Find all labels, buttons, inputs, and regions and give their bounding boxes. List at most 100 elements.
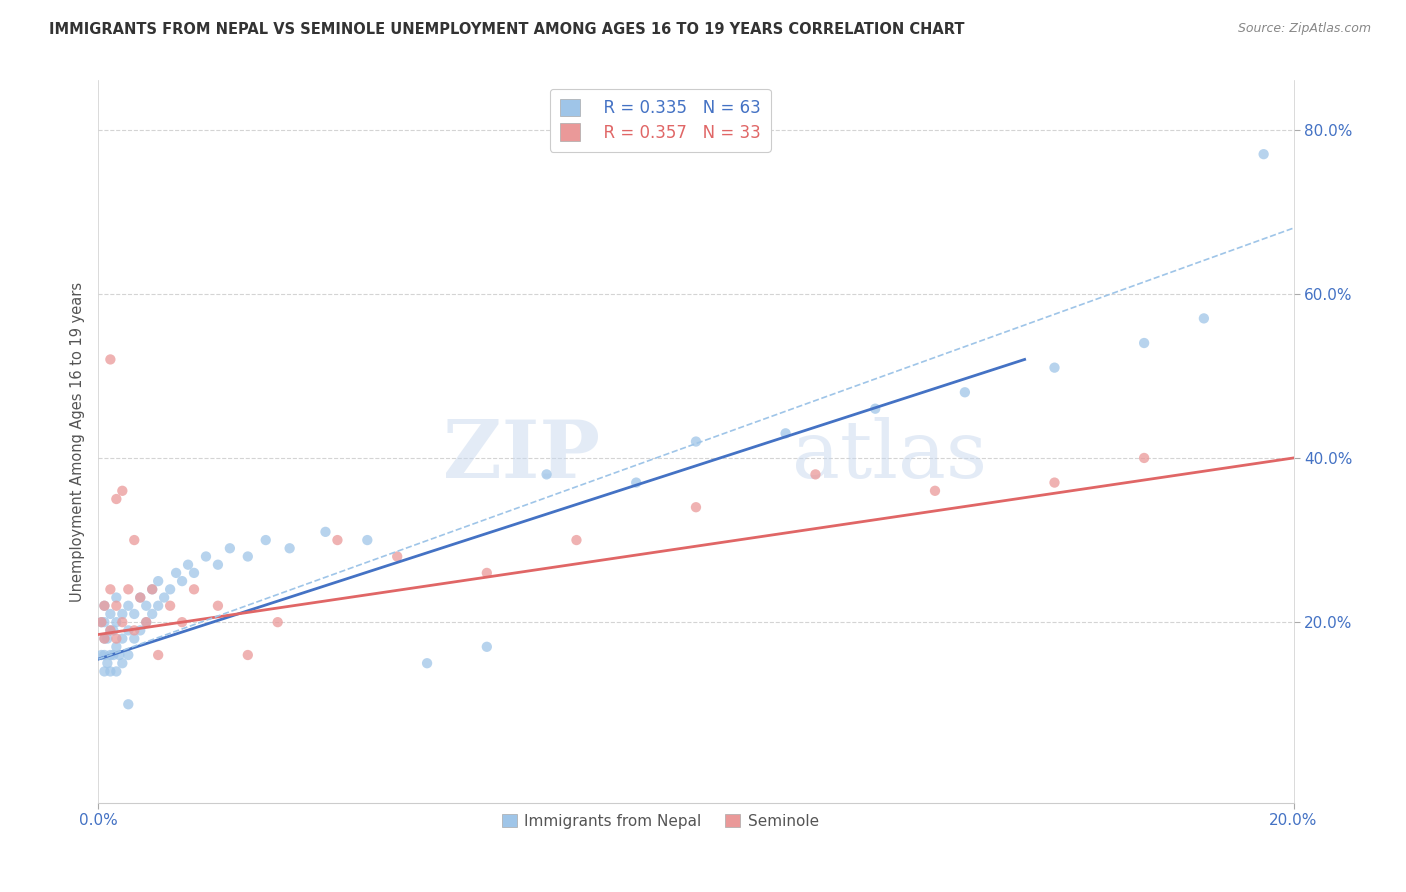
Point xyxy=(315,524,337,539)
Point xyxy=(105,591,128,605)
Y-axis label: Unemployment Among Ages 16 to 19 years: Unemployment Among Ages 16 to 19 years xyxy=(69,282,84,601)
Point xyxy=(98,624,122,638)
Point xyxy=(159,582,181,597)
Text: atlas: atlas xyxy=(792,417,987,495)
Point xyxy=(111,483,134,498)
Point xyxy=(98,665,122,679)
Point xyxy=(117,648,139,662)
Point xyxy=(124,607,146,621)
Point xyxy=(775,426,797,441)
Point xyxy=(924,483,946,498)
Point xyxy=(111,632,134,646)
Legend: Immigrants from Nepal, Seminole: Immigrants from Nepal, Seminole xyxy=(495,807,825,835)
Point xyxy=(1133,336,1156,351)
Point xyxy=(93,632,115,646)
Point xyxy=(536,467,558,482)
Point xyxy=(96,657,118,671)
Point xyxy=(135,599,157,613)
Point xyxy=(96,632,118,646)
Point xyxy=(105,632,128,646)
Point xyxy=(117,599,139,613)
Point xyxy=(103,648,125,662)
Point xyxy=(98,648,122,662)
Point xyxy=(111,607,134,621)
Point xyxy=(385,549,409,564)
Point xyxy=(141,582,163,597)
Point xyxy=(105,491,128,506)
Point xyxy=(207,558,229,572)
Point xyxy=(475,566,498,580)
Point xyxy=(111,657,134,671)
Point xyxy=(565,533,588,547)
Point xyxy=(236,648,259,662)
Point xyxy=(129,591,152,605)
Point xyxy=(475,640,498,654)
Point xyxy=(685,500,707,515)
Point xyxy=(141,607,163,621)
Point xyxy=(207,599,229,613)
Point xyxy=(416,657,439,671)
Point xyxy=(254,533,277,547)
Point xyxy=(103,624,125,638)
Text: Source: ZipAtlas.com: Source: ZipAtlas.com xyxy=(1237,22,1371,36)
Point xyxy=(129,624,152,638)
Point xyxy=(267,615,290,630)
Point xyxy=(804,467,827,482)
Point xyxy=(135,615,157,630)
Point xyxy=(105,640,128,654)
Point xyxy=(98,607,122,621)
Point xyxy=(93,632,115,646)
Point xyxy=(117,698,139,712)
Point xyxy=(1192,311,1215,326)
Point xyxy=(105,665,128,679)
Point xyxy=(98,352,122,367)
Point xyxy=(124,624,146,638)
Point xyxy=(117,582,139,597)
Point xyxy=(129,591,152,605)
Point xyxy=(153,591,176,605)
Point xyxy=(117,624,139,638)
Point xyxy=(278,541,301,556)
Point xyxy=(90,615,112,630)
Point xyxy=(148,574,170,588)
Point xyxy=(183,566,205,580)
Point xyxy=(219,541,242,556)
Point xyxy=(1043,475,1066,490)
Point xyxy=(148,599,170,613)
Point xyxy=(105,615,128,630)
Point xyxy=(98,582,122,597)
Point xyxy=(865,401,887,416)
Point xyxy=(326,533,349,547)
Point xyxy=(1253,147,1275,161)
Point xyxy=(177,558,200,572)
Point xyxy=(111,615,134,630)
Point xyxy=(159,599,181,613)
Point xyxy=(124,632,146,646)
Point xyxy=(1043,360,1066,375)
Point xyxy=(98,624,122,638)
Point xyxy=(93,599,115,613)
Point xyxy=(135,615,157,630)
Point xyxy=(124,533,146,547)
Point xyxy=(356,533,378,547)
Point xyxy=(148,648,170,662)
Point xyxy=(172,615,194,630)
Point xyxy=(626,475,648,490)
Point xyxy=(685,434,707,449)
Point xyxy=(90,615,112,630)
Point xyxy=(165,566,187,580)
Point xyxy=(93,665,115,679)
Point xyxy=(172,574,194,588)
Text: IMMIGRANTS FROM NEPAL VS SEMINOLE UNEMPLOYMENT AMONG AGES 16 TO 19 YEARS CORRELA: IMMIGRANTS FROM NEPAL VS SEMINOLE UNEMPL… xyxy=(49,22,965,37)
Point xyxy=(105,599,128,613)
Point xyxy=(93,615,115,630)
Point xyxy=(108,648,131,662)
Point xyxy=(236,549,259,564)
Point xyxy=(90,648,112,662)
Text: ZIP: ZIP xyxy=(443,417,600,495)
Point xyxy=(93,648,115,662)
Point xyxy=(195,549,218,564)
Point xyxy=(141,582,163,597)
Point xyxy=(1133,450,1156,465)
Point xyxy=(953,385,976,400)
